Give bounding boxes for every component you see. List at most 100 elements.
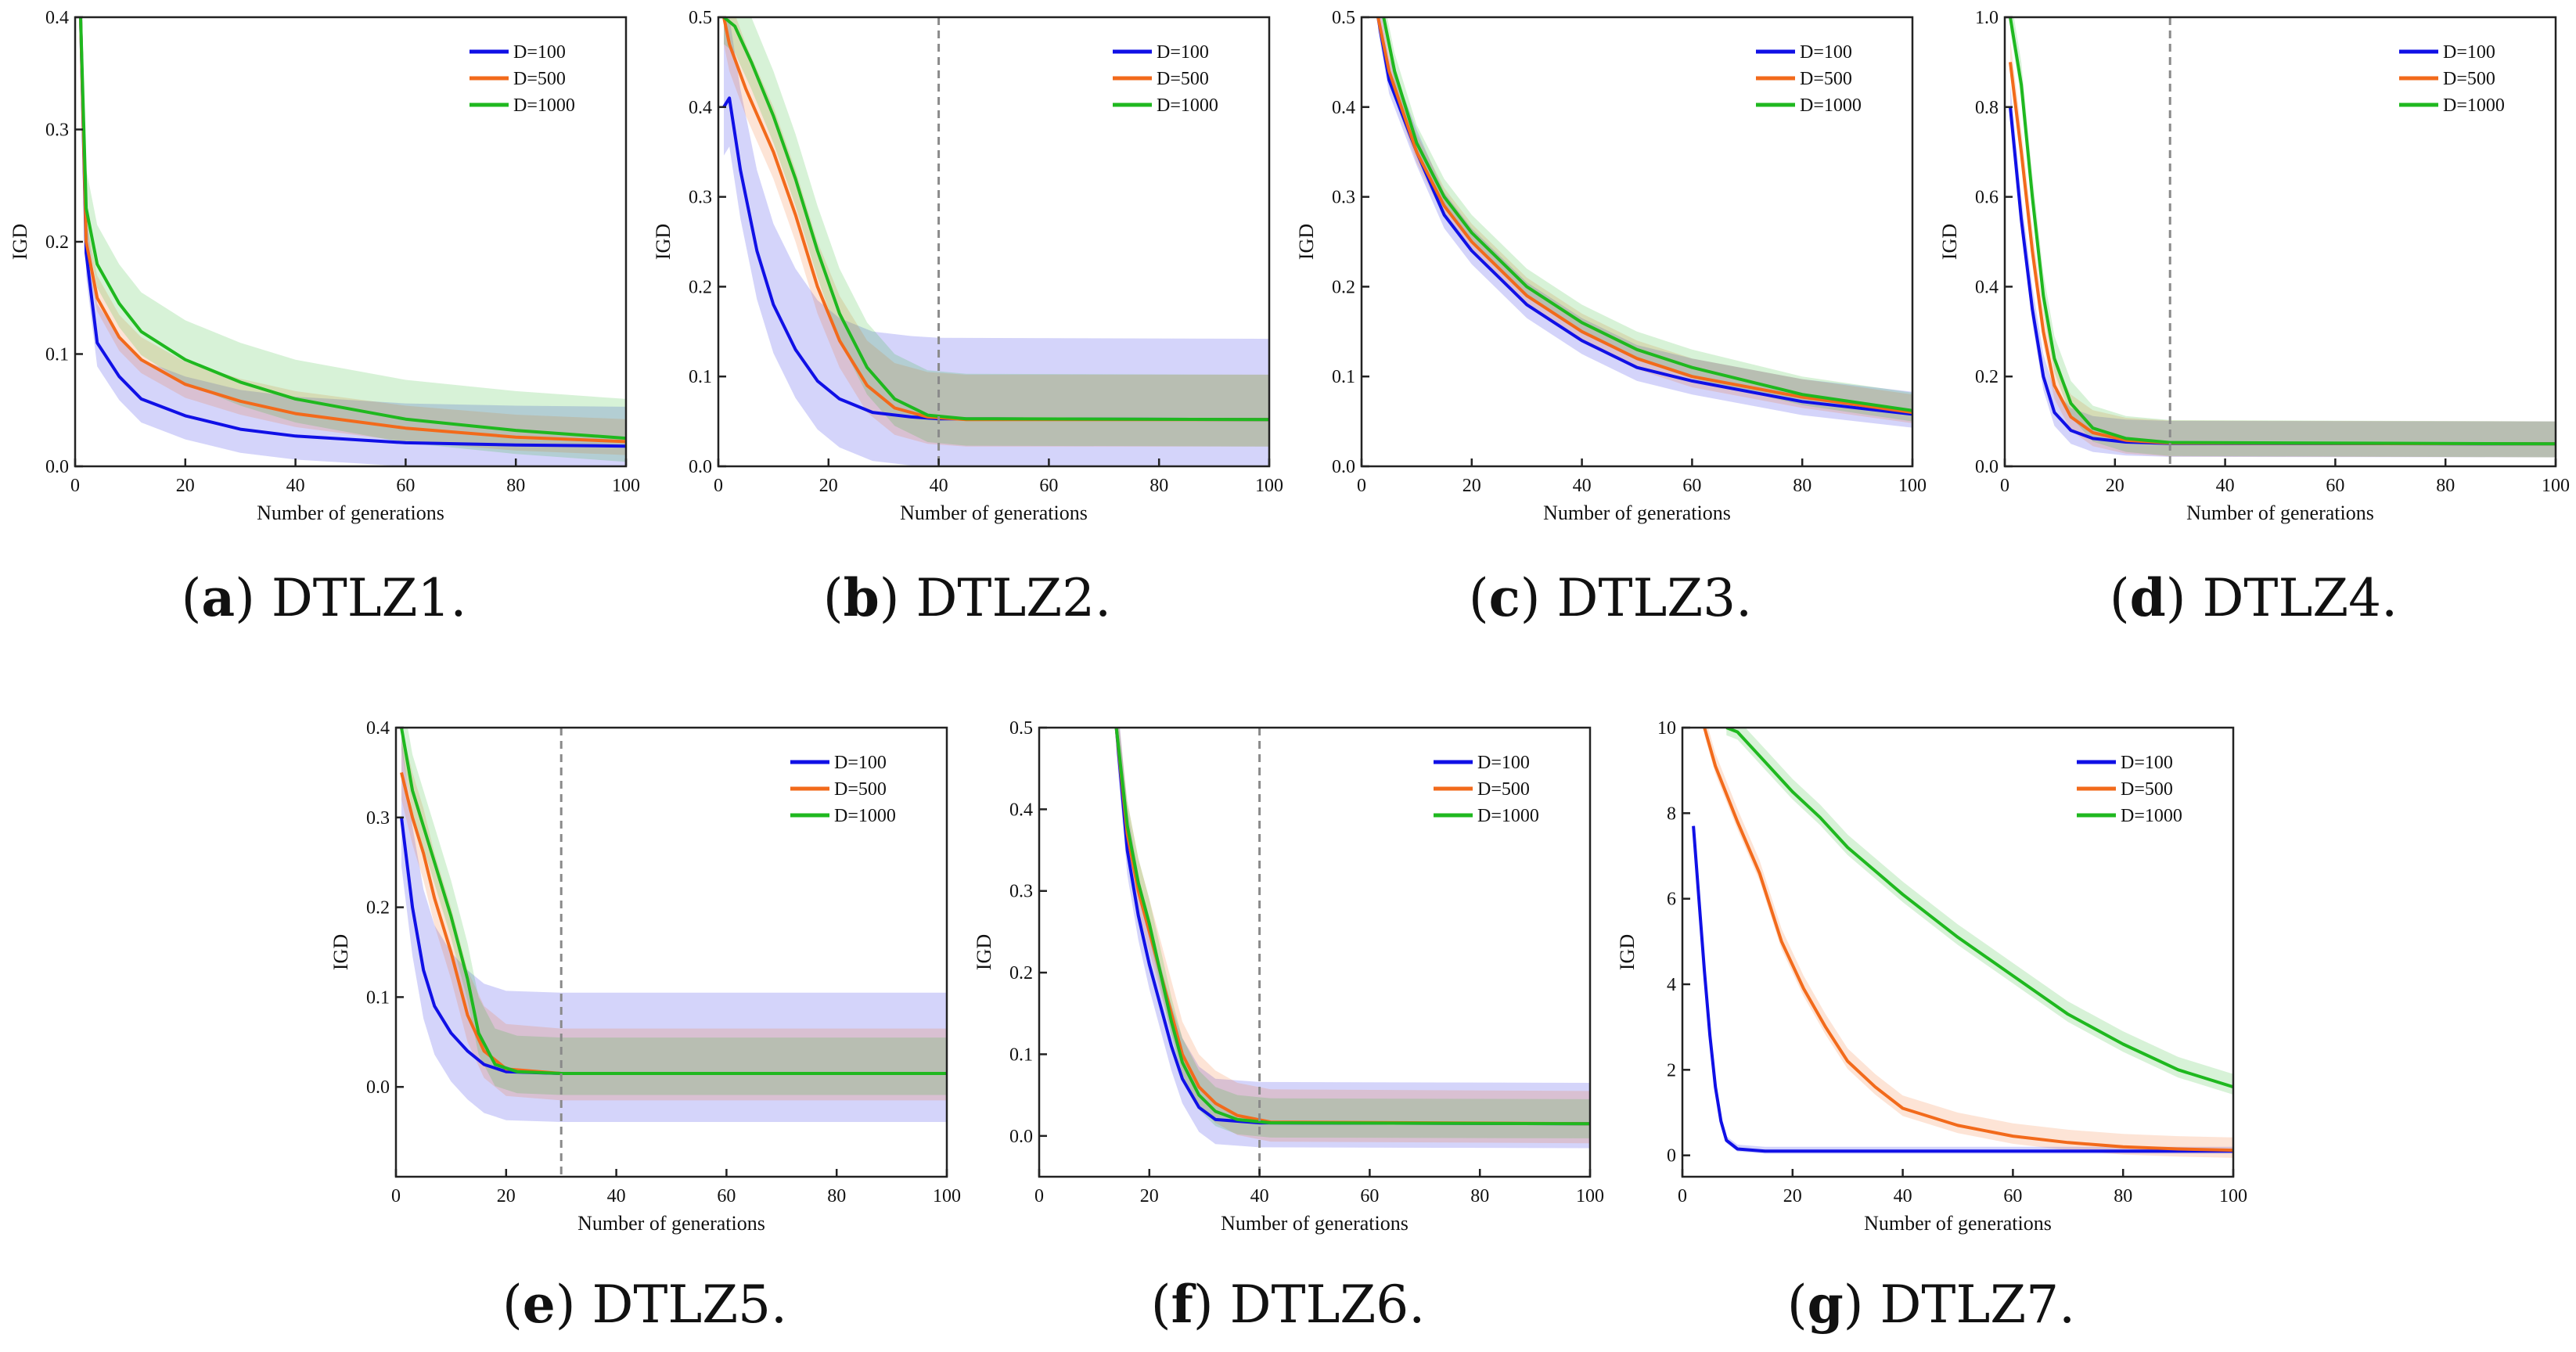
ytick-label-e-4: 0.4 bbox=[366, 718, 390, 739]
legend-label-e-d500: D=500 bbox=[834, 779, 887, 800]
legend-label-a-d1000: D=1000 bbox=[513, 95, 575, 116]
band-b-d1000 bbox=[724, 17, 1269, 447]
legend-label-g-d100: D=100 bbox=[2121, 753, 2173, 773]
xtick-label-c-1: 20 bbox=[1462, 476, 1481, 496]
frame-f bbox=[1038, 726, 1592, 1178]
xtick-label-g-5: 100 bbox=[2219, 1186, 2247, 1206]
xtick-label-d-5: 100 bbox=[2542, 476, 2570, 496]
xtick-label-b-0: 0 bbox=[714, 476, 723, 496]
caption-g: (g) DTLZ7. bbox=[1786, 1274, 2076, 1335]
legend-label-b-d500: D=500 bbox=[1157, 69, 1209, 89]
ytick-label-a-3: 0.3 bbox=[45, 120, 69, 141]
frame-c bbox=[1360, 16, 1914, 468]
xtick-label-g-0: 0 bbox=[1678, 1186, 1687, 1206]
xlabel-b: Number of generations bbox=[900, 502, 1088, 524]
band-g-d1000 bbox=[1726, 728, 2233, 1095]
plot-area-g bbox=[1692, 728, 2233, 1158]
frame-e bbox=[394, 726, 948, 1178]
band-f-d100 bbox=[1116, 728, 1590, 1149]
plot-area-c bbox=[1376, 17, 1912, 428]
plot-area-a bbox=[79, 17, 626, 466]
band-e-d1000 bbox=[401, 728, 947, 1095]
xtick-label-g-2: 40 bbox=[1894, 1186, 1912, 1206]
ytick-label-d-4: 0.8 bbox=[1975, 98, 1999, 118]
xtick-label-g-3: 60 bbox=[2003, 1186, 2022, 1206]
line-d-d1000 bbox=[2009, 17, 2556, 446]
line-f-d1000 bbox=[1114, 728, 1590, 1126]
ytick-label-b-0: 0.0 bbox=[689, 457, 712, 477]
line-g-d100 bbox=[1692, 825, 2233, 1153]
xtick-label-b-1: 20 bbox=[819, 476, 838, 496]
band-d-d100 bbox=[2010, 84, 2556, 458]
legend-label-b-d100: D=100 bbox=[1157, 42, 1209, 63]
ytick-label-c-3: 0.3 bbox=[1332, 188, 1355, 208]
ytick-label-d-2: 0.4 bbox=[1975, 277, 1999, 297]
ytick-label-f-0: 0.0 bbox=[1009, 1127, 1033, 1147]
ytick-label-a-2: 0.2 bbox=[45, 232, 69, 253]
caption-e: (e) DTLZ5. bbox=[502, 1274, 788, 1335]
xtick-label-a-1: 20 bbox=[176, 476, 195, 496]
xlabel-d: Number of generations bbox=[2186, 502, 2374, 524]
band-e-d500 bbox=[401, 728, 947, 1101]
xtick-label-e-4: 80 bbox=[827, 1186, 846, 1206]
ylabel-a: IGD bbox=[9, 224, 31, 260]
plot-area-e bbox=[400, 728, 947, 1177]
legend-f: D=100 D=500 D=1000 bbox=[1434, 753, 1539, 826]
plot-area-d bbox=[2009, 17, 2556, 466]
ytick-label-c-0: 0.0 bbox=[1332, 457, 1355, 477]
ytick-label-f-4: 0.4 bbox=[1009, 800, 1033, 820]
ytick-label-g-4: 8 bbox=[1667, 804, 1676, 824]
line-a-d1000 bbox=[79, 17, 626, 440]
xtick-label-a-5: 100 bbox=[612, 476, 640, 496]
ytick-label-f-2: 0.2 bbox=[1009, 963, 1033, 983]
xtick-label-f-3: 60 bbox=[1360, 1186, 1379, 1206]
ytick-label-a-4: 0.4 bbox=[45, 8, 69, 28]
caption-a: (a) DTLZ1. bbox=[181, 567, 467, 628]
xlabel-f: Number of generations bbox=[1221, 1212, 1409, 1235]
xlabel-e: Number of generations bbox=[577, 1212, 765, 1235]
legend-g: D=100 D=500 D=1000 bbox=[2077, 753, 2182, 826]
legend-label-e-d100: D=100 bbox=[834, 753, 887, 773]
panel-g: 0 20 40 60 80 100 0 2 4 6 8 10 Number of generations… bbox=[1616, 718, 2247, 1235]
xtick-label-d-0: 0 bbox=[2000, 476, 2009, 496]
legend-label-c-d1000: D=1000 bbox=[1800, 95, 1862, 116]
ytick-label-b-2: 0.2 bbox=[689, 277, 712, 297]
line-e-d1000 bbox=[400, 728, 947, 1075]
ytick-label-a-0: 0.0 bbox=[45, 457, 69, 477]
ytick-label-f-5: 0.5 bbox=[1009, 718, 1033, 739]
xtick-label-d-3: 60 bbox=[2326, 476, 2344, 496]
ytick-label-c-2: 0.2 bbox=[1332, 277, 1355, 297]
xtick-label-c-2: 40 bbox=[1573, 476, 1592, 496]
caption-b: (b) DTLZ2. bbox=[822, 567, 1112, 628]
frame-b bbox=[717, 16, 1271, 468]
ytick-label-f-3: 0.3 bbox=[1009, 882, 1033, 902]
ytick-label-b-3: 0.3 bbox=[689, 188, 712, 208]
xtick-label-a-0: 0 bbox=[70, 476, 80, 496]
xtick-label-f-2: 40 bbox=[1250, 1186, 1269, 1206]
xtick-label-f-4: 80 bbox=[1470, 1186, 1489, 1206]
ytick-label-c-4: 0.4 bbox=[1332, 98, 1355, 118]
xtick-label-e-0: 0 bbox=[391, 1186, 401, 1206]
legend-label-e-d1000: D=1000 bbox=[834, 806, 896, 826]
plot-area-b bbox=[722, 17, 1269, 466]
xtick-label-e-3: 60 bbox=[717, 1186, 736, 1206]
xtick-label-b-2: 40 bbox=[930, 476, 948, 496]
ylabel-e: IGD bbox=[329, 934, 352, 970]
panel-f: 0 20 40 60 80 100 0.0 0.1 0.2 0.3 0.4 0.5 Number of … bbox=[973, 718, 1604, 1235]
legend-label-d-d1000: D=1000 bbox=[2443, 95, 2505, 116]
xtick-label-e-1: 20 bbox=[497, 1186, 516, 1206]
line-g-d500 bbox=[1703, 728, 2233, 1152]
ytick-label-g-1: 2 bbox=[1667, 1060, 1676, 1081]
xtick-label-g-1: 20 bbox=[1783, 1186, 1802, 1206]
ylabel-d: IGD bbox=[1938, 224, 1961, 260]
legend-label-f-d500: D=500 bbox=[1477, 779, 1530, 800]
xtick-label-c-4: 80 bbox=[1793, 476, 1811, 496]
line-c-d500 bbox=[1376, 17, 1912, 415]
line-a-d100 bbox=[79, 17, 626, 448]
xtick-label-c-0: 0 bbox=[1357, 476, 1366, 496]
legend-label-g-d1000: D=1000 bbox=[2121, 806, 2182, 826]
xtick-label-c-3: 60 bbox=[1682, 476, 1701, 496]
ytick-label-d-5: 1.0 bbox=[1975, 8, 1999, 28]
band-a-d1000 bbox=[81, 17, 626, 462]
xtick-label-b-3: 60 bbox=[1039, 476, 1058, 496]
